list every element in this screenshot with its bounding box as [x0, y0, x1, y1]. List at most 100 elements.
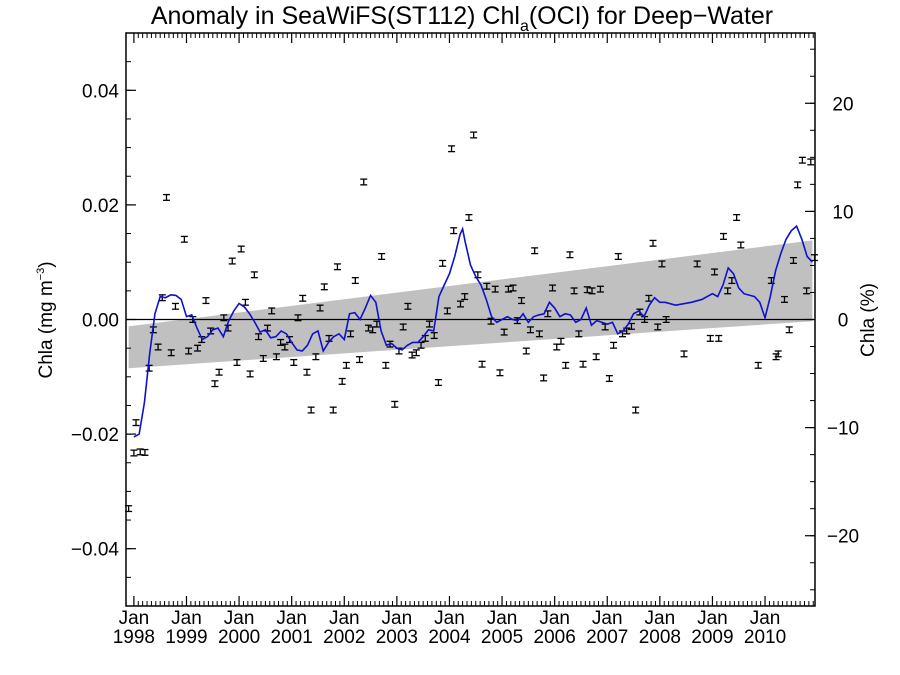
x-tick-year: 2008 — [639, 627, 681, 648]
x-tick-year: 2005 — [481, 627, 523, 648]
data-point — [478, 360, 486, 368]
data-point — [754, 361, 762, 369]
data-point — [307, 406, 315, 414]
data-point — [610, 341, 618, 349]
y-right-tick-label: −10 — [827, 419, 859, 440]
data-point — [649, 239, 657, 247]
data-point — [803, 287, 811, 295]
y-axis-left-label-exponent: −3 — [35, 268, 47, 281]
y-left-tick-label: −0.04 — [71, 540, 120, 561]
data-point — [250, 271, 258, 279]
data-point — [518, 297, 526, 305]
y-axis-left: 0.04 0.02 0.00 −0.02 −0.04 — [71, 32, 136, 607]
x-tick-year: 2001 — [271, 627, 313, 648]
data-point — [360, 178, 368, 186]
data-point — [592, 353, 600, 361]
data-point — [504, 285, 512, 293]
data-point — [719, 232, 727, 240]
data-point — [491, 285, 499, 293]
data-point — [255, 333, 263, 341]
data-point — [399, 323, 407, 331]
y-left-tick-label: −0.02 — [71, 425, 119, 446]
data-point — [588, 287, 596, 295]
data-point — [465, 213, 473, 222]
data-point — [575, 330, 583, 338]
data-point — [654, 323, 662, 331]
x-tick-year: 2006 — [534, 627, 576, 648]
data-point — [706, 334, 714, 342]
data-point — [583, 286, 591, 294]
data-point — [470, 131, 478, 139]
y-right-tick-label: 10 — [832, 202, 853, 223]
data-point — [448, 145, 456, 153]
data-point — [233, 358, 241, 366]
data-point — [737, 241, 745, 249]
data-point — [364, 324, 372, 332]
data-point — [180, 235, 188, 243]
x-tick-month: Jan — [119, 608, 150, 629]
chart-title: Anomaly in SeaWiFS(ST112) Chla(OCI) for … — [151, 2, 773, 35]
y-axis-right: 20 10 0 −10 −20 — [805, 48, 859, 591]
data-point — [457, 300, 465, 308]
trend-band-polygon — [128, 240, 813, 369]
x-tick-year: 1998 — [113, 627, 155, 648]
data-point — [500, 328, 508, 336]
data-point — [312, 353, 320, 361]
chart-title-subscript: a — [520, 18, 529, 35]
data-point — [347, 330, 355, 338]
smoothed-anomaly-line — [133, 224, 813, 438]
data-point — [807, 158, 815, 166]
data-point — [299, 294, 307, 302]
data-point — [553, 343, 561, 351]
data-point — [220, 314, 228, 322]
data-point — [483, 282, 491, 290]
data-point — [570, 287, 578, 295]
data-point — [632, 406, 640, 414]
y-axis-right-label: Chla (%) — [858, 283, 879, 357]
data-point — [540, 374, 548, 382]
x-tick-month: Jan — [592, 608, 623, 629]
x-tick-year: 1999 — [165, 627, 207, 648]
x-tick-month: Jan — [171, 608, 202, 629]
data-point — [774, 350, 782, 358]
data-point — [522, 347, 530, 355]
data-point — [263, 324, 271, 332]
data-point — [246, 370, 254, 378]
data-point — [562, 361, 570, 369]
x-tick-month: Jan — [434, 608, 465, 629]
data-point — [780, 295, 788, 303]
x-tick-year: 2004 — [428, 627, 471, 648]
data-point — [277, 338, 285, 346]
data-point — [316, 304, 324, 312]
trend-confidence-band — [128, 240, 813, 369]
data-point — [715, 334, 723, 342]
monthly-anomaly-points — [125, 131, 818, 513]
data-point — [549, 284, 557, 292]
data-point — [303, 368, 311, 376]
data-point — [439, 259, 447, 267]
data-point — [724, 287, 732, 295]
data-point — [693, 260, 701, 268]
chart-title-main: Anomaly in SeaWiFS(ST112) Chl — [151, 2, 520, 30]
data-point — [645, 294, 653, 302]
data-point — [605, 375, 613, 383]
data-point — [268, 307, 276, 315]
x-tick-month: Jan — [329, 608, 360, 629]
data-point — [434, 379, 442, 387]
data-point — [412, 349, 420, 357]
data-point — [798, 156, 806, 164]
x-tick-month: Jan — [750, 608, 781, 629]
data-point — [443, 307, 451, 315]
data-point — [167, 349, 175, 357]
x-tick-year: 2003 — [376, 627, 418, 648]
data-point — [789, 256, 797, 264]
data-point — [382, 361, 390, 369]
data-point — [535, 330, 543, 338]
data-point — [333, 263, 341, 271]
data-point — [531, 247, 539, 255]
data-point — [162, 193, 170, 201]
data-point — [320, 283, 328, 291]
data-point — [596, 285, 604, 293]
data-point — [680, 350, 688, 358]
x-tick-month: Jan — [645, 608, 676, 629]
